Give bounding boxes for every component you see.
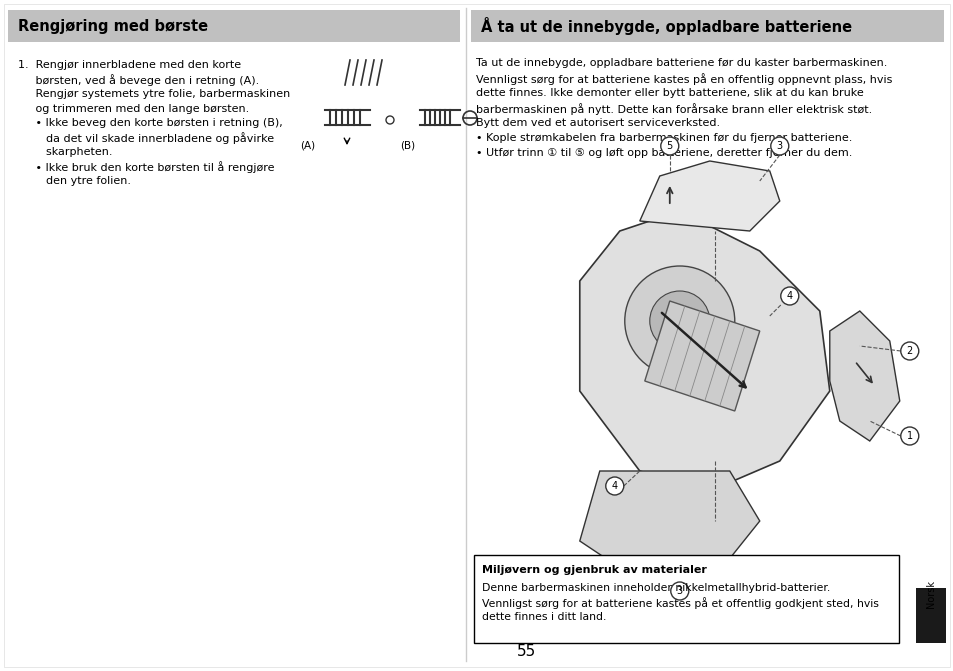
Circle shape xyxy=(660,137,679,155)
Text: 2: 2 xyxy=(905,346,912,356)
Text: Vennligst sørg for at batteriene kastes på et offentlig godkjent sted, hvis: Vennligst sørg for at batteriene kastes … xyxy=(481,597,878,609)
Circle shape xyxy=(900,342,918,360)
Text: Denne barbermaskinen inneholder nikkelmetallhybrid-batterier.: Denne barbermaskinen inneholder nikkelme… xyxy=(481,583,829,593)
Text: 3: 3 xyxy=(676,586,682,596)
Polygon shape xyxy=(829,311,899,441)
Bar xyxy=(915,588,945,643)
Text: (A): (A) xyxy=(299,140,314,150)
Text: Bytt dem ved et autorisert serviceverksted.: Bytt dem ved et autorisert serviceverkst… xyxy=(475,118,719,128)
Text: (B): (B) xyxy=(399,140,415,150)
Text: Ta ut de innebygde, oppladbare batteriene før du kaster barbermaskinen.: Ta ut de innebygde, oppladbare batterien… xyxy=(475,58,886,68)
Text: Vennligst sørg for at batteriene kastes på en offentlig oppnevnt plass, hvis: Vennligst sørg for at batteriene kastes … xyxy=(475,73,891,85)
Text: • Ikke bruk den korte børsten til å rengjøre: • Ikke bruk den korte børsten til å reng… xyxy=(18,162,274,173)
Circle shape xyxy=(624,266,734,376)
Text: skarpheten.: skarpheten. xyxy=(18,147,112,157)
Text: Rengjør systemets ytre folie, barbermaskinen: Rengjør systemets ytre folie, barbermask… xyxy=(18,89,290,99)
Text: • Ikke beveg den korte børsten i retning (B),: • Ikke beveg den korte børsten i retning… xyxy=(18,118,282,128)
Text: 55: 55 xyxy=(517,644,536,659)
Bar xyxy=(470,10,943,42)
Circle shape xyxy=(605,477,623,495)
Circle shape xyxy=(780,287,798,305)
Text: børsten, ved å bevege den i retning (A).: børsten, ved å bevege den i retning (A). xyxy=(18,74,259,87)
Text: Miljøvern og gjenbruk av materialer: Miljøvern og gjenbruk av materialer xyxy=(481,565,705,575)
Text: den ytre folien.: den ytre folien. xyxy=(18,176,131,186)
Text: dette finnes i ditt land.: dette finnes i ditt land. xyxy=(481,612,605,622)
Circle shape xyxy=(900,427,918,445)
Text: dette finnes. Ikke demonter eller bytt batteriene, slik at du kan bruke: dette finnes. Ikke demonter eller bytt b… xyxy=(475,88,862,98)
Text: 3: 3 xyxy=(776,141,782,151)
Text: da det vil skade innerbladene og påvirke: da det vil skade innerbladene og påvirke xyxy=(18,132,274,144)
Text: 1.  Rengjør innerbladene med den korte: 1. Rengjør innerbladene med den korte xyxy=(18,60,241,70)
Text: • Kople strømkabelen fra barbermaskinen før du fjerner batteriene.: • Kople strømkabelen fra barbermaskinen … xyxy=(475,133,851,143)
Bar xyxy=(473,555,898,643)
Polygon shape xyxy=(579,211,829,491)
Circle shape xyxy=(670,582,688,600)
Text: 1: 1 xyxy=(905,431,912,441)
Text: • Utfør trinn ① til ⑤ og løft opp batteriene, deretter fjerner du dem.: • Utfør trinn ① til ⑤ og løft opp batter… xyxy=(475,148,851,158)
Polygon shape xyxy=(644,301,759,411)
Text: Rengjøring med børste: Rengjøring med børste xyxy=(18,19,208,34)
Polygon shape xyxy=(639,161,779,231)
Circle shape xyxy=(770,137,788,155)
Bar xyxy=(8,10,459,42)
Text: Å ta ut de innebygde, oppladbare batteriene: Å ta ut de innebygde, oppladbare batteri… xyxy=(480,17,851,35)
Text: 5: 5 xyxy=(666,141,672,151)
Text: Norsk: Norsk xyxy=(925,580,935,608)
Text: 4: 4 xyxy=(786,291,792,301)
Text: barbermaskinen på nytt. Dette kan forårsake brann eller elektrisk støt.: barbermaskinen på nytt. Dette kan forårs… xyxy=(475,103,871,115)
Text: 4: 4 xyxy=(611,481,618,491)
Text: og trimmeren med den lange børsten.: og trimmeren med den lange børsten. xyxy=(18,103,249,113)
Circle shape xyxy=(649,291,709,351)
Polygon shape xyxy=(579,471,759,581)
